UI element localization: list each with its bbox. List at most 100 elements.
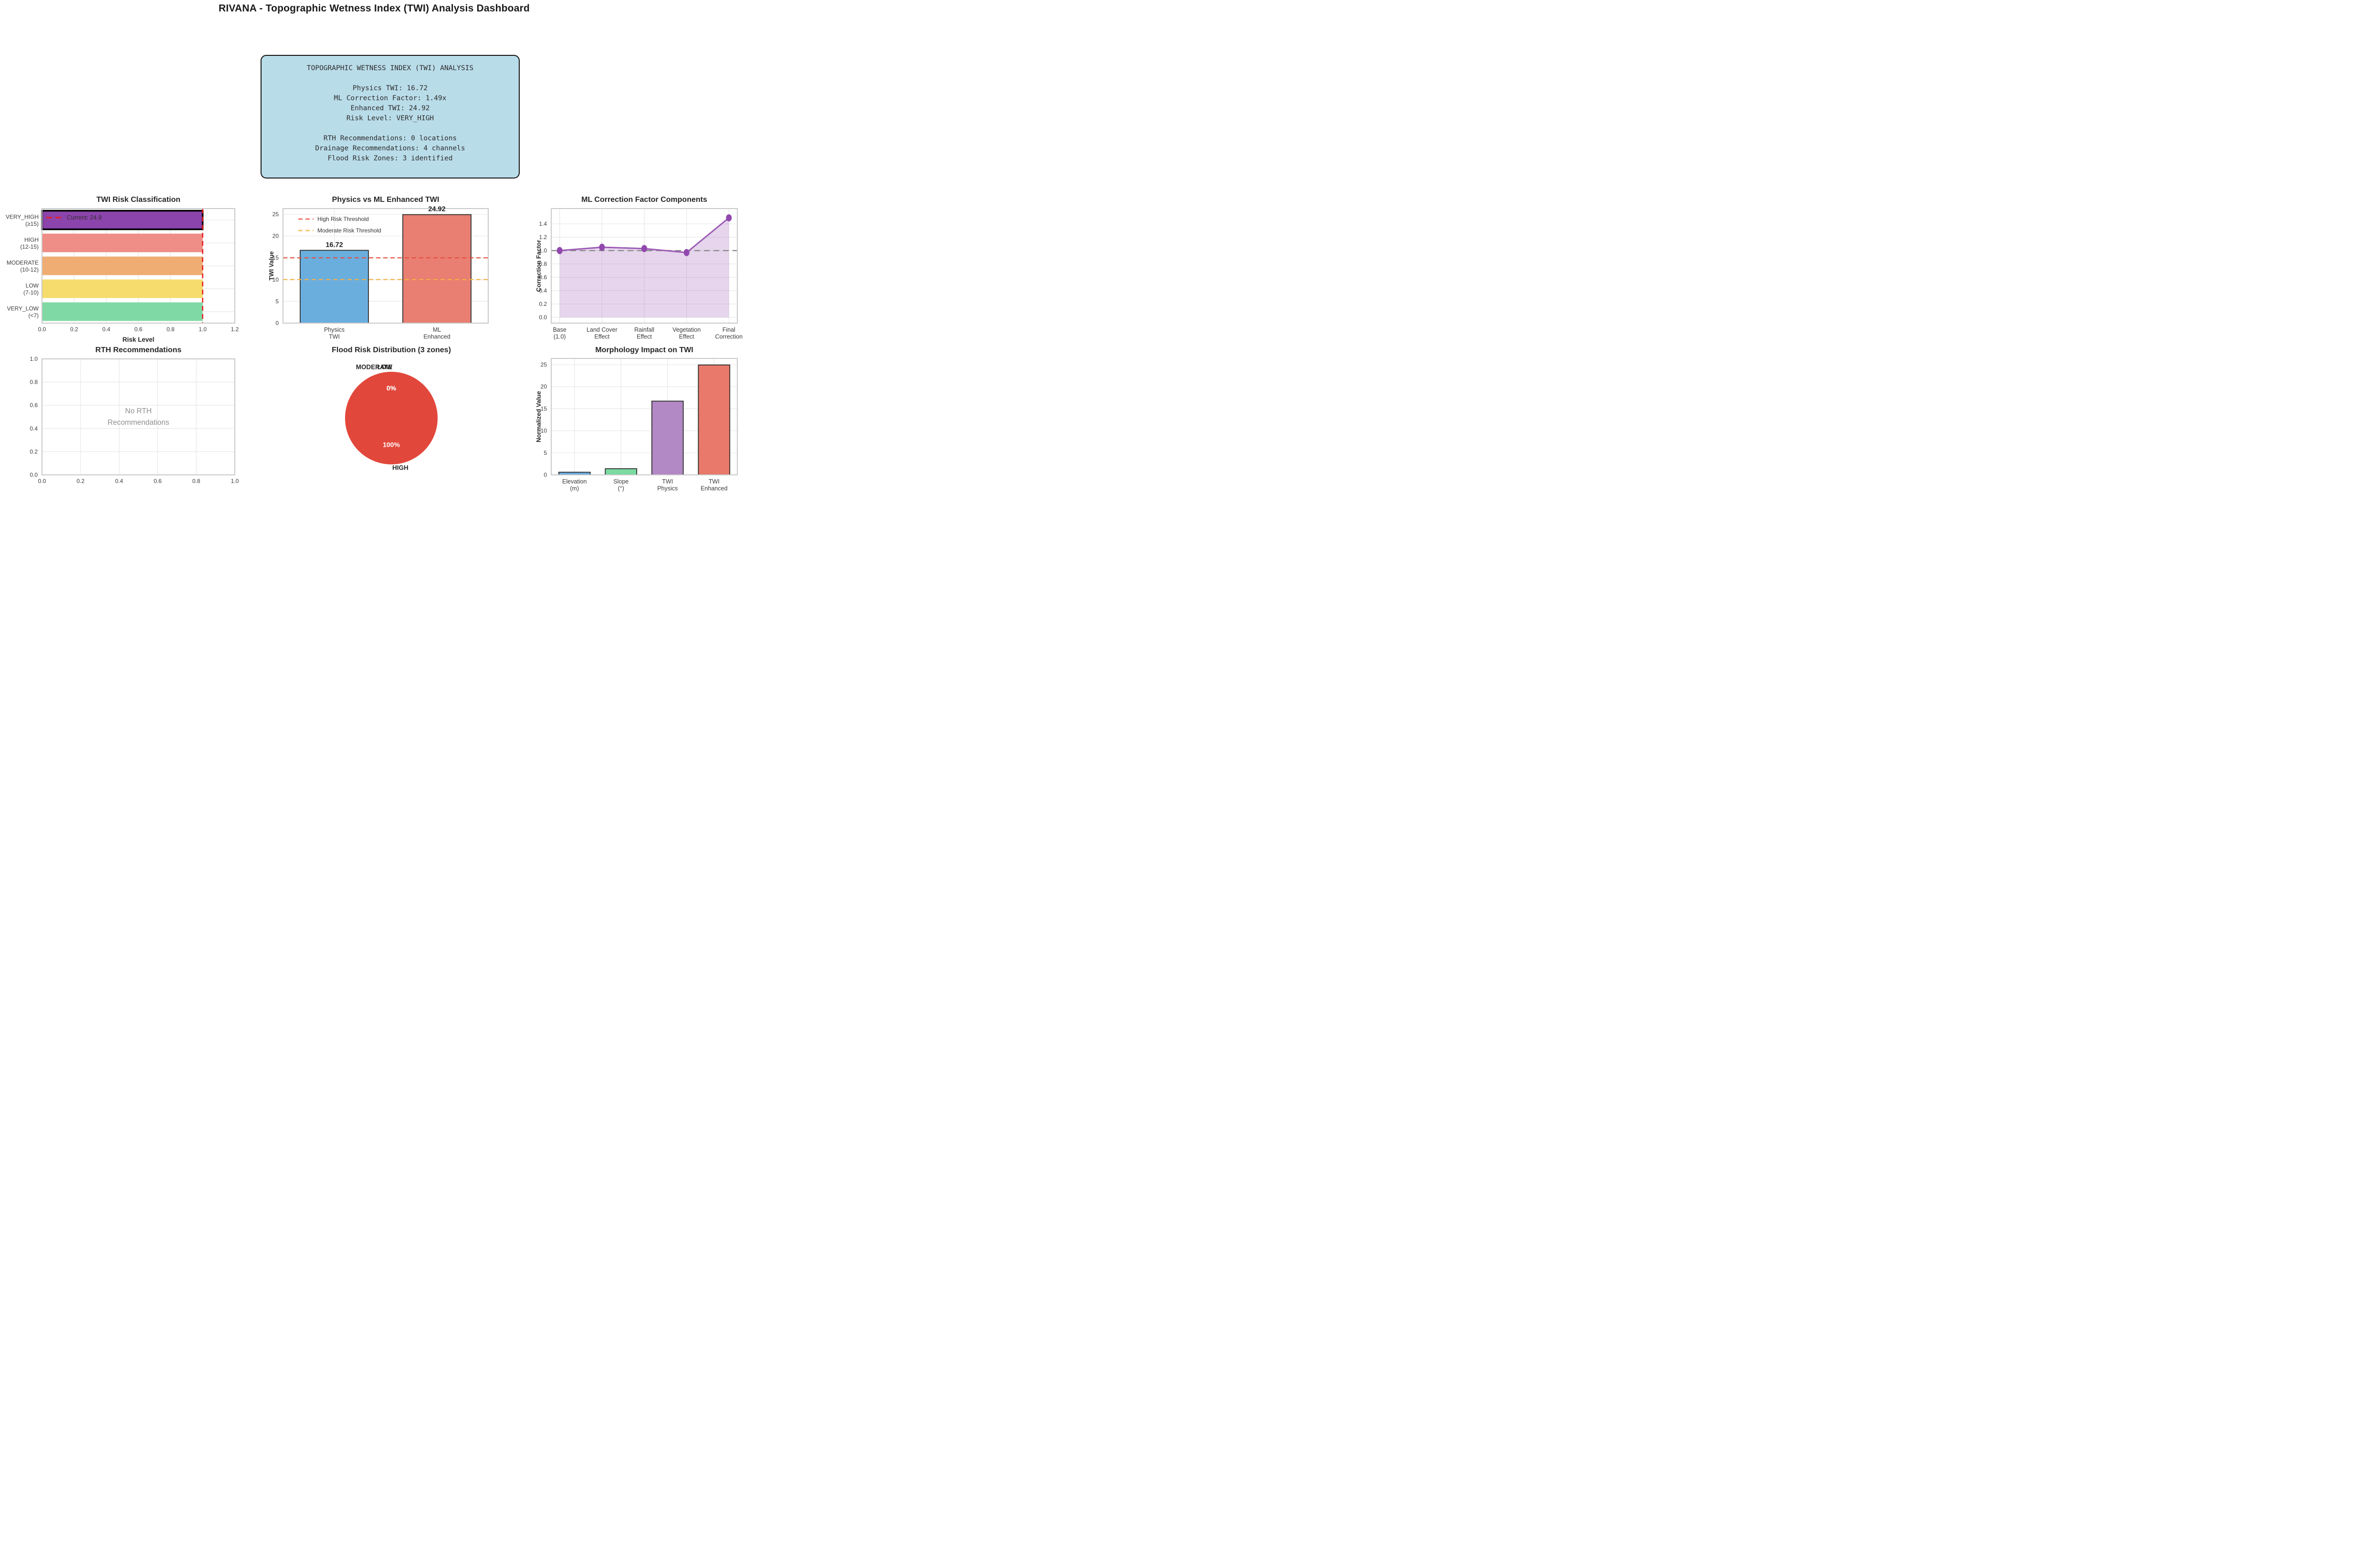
chart-morphology-impact-on-twi: 0 5 10 15 20 25 Normalized Value Elevation(m) Sl… (535, 358, 738, 492)
svg-text:0%: 0% (387, 384, 397, 392)
chart-title-morphology: Morphology Impact on TWI (595, 346, 693, 354)
svg-text:0.0: 0.0 (539, 314, 547, 321)
chart-twi-risk-classification: Current: 24.9 0.0 0.2 0.4 0.6 0.8 1.0 1.2 Risk L… (6, 208, 239, 343)
svg-text:0.4: 0.4 (102, 326, 110, 333)
chart-title-physics-vs-ml: Physics vs ML Enhanced TWI (332, 196, 440, 204)
svg-text:MODERATE: MODERATE (7, 260, 39, 266)
svg-text:0: 0 (544, 472, 547, 478)
svg-text:0.8: 0.8 (192, 478, 200, 484)
svg-text:0.0: 0.0 (38, 478, 46, 484)
svg-text:Correction: Correction (715, 334, 743, 340)
svg-text:Enhanced: Enhanced (423, 334, 450, 340)
svg-text:0.0: 0.0 (30, 472, 38, 478)
svg-text:0.6: 0.6 (154, 478, 162, 484)
svg-text:25: 25 (273, 211, 279, 218)
svg-text:1.2: 1.2 (539, 234, 547, 241)
chart-ml-correction-factor-components: 0.0 0.2 0.4 0.6 0.8 1.0 1.2 1.4 Correction Facto… (535, 208, 743, 340)
svg-text:TWI: TWI (662, 478, 673, 485)
svg-text:(m): (m) (570, 485, 579, 492)
svg-text:Final: Final (723, 326, 735, 333)
svg-text:VERY_LOW: VERY_LOW (7, 305, 39, 312)
svg-text:(7-10): (7-10) (23, 289, 39, 296)
svg-text:Physics: Physics (324, 326, 345, 333)
svg-text:15: 15 (541, 405, 547, 412)
chart-title-rth-recommendations: RTH Recommendations (95, 346, 182, 354)
svg-text:0.4: 0.4 (539, 287, 547, 294)
svg-text:1.0: 1.0 (231, 478, 239, 484)
svg-text:Slope: Slope (613, 478, 629, 485)
svg-text:High Risk Threshold: High Risk Threshold (317, 216, 369, 222)
dashboard-canvas: RIVANA - Topographic Wetness Index (TWI)… (0, 0, 748, 492)
summary-info-box: TOPOGRAPHIC WETNESS INDEX (TWI) ANALYSIS… (261, 55, 520, 178)
svg-text:10: 10 (541, 428, 547, 434)
svg-text:(≥15): (≥15) (25, 220, 39, 227)
svg-text:Base: Base (553, 326, 566, 333)
svg-text:(°): (°) (618, 485, 624, 492)
svg-text:HIGH: HIGH (24, 237, 39, 243)
svg-text:Elevation: Elevation (562, 478, 587, 485)
svg-text:VERY_HIGH: VERY_HIGH (6, 214, 39, 220)
svg-text:0.8: 0.8 (30, 379, 38, 386)
svg-text:0: 0 (275, 320, 279, 326)
chart-title-ml-correction: ML Correction Factor Components (581, 196, 707, 204)
chart-physics-vs-ml-enhanced-twi: High Risk Threshold Moderate Risk Thresho… (268, 206, 489, 340)
svg-text:Physics: Physics (657, 485, 678, 492)
svg-text:1.4: 1.4 (539, 220, 547, 227)
svg-text:Vegetation: Vegetation (672, 326, 701, 333)
svg-text:20: 20 (541, 383, 547, 390)
svg-text:1.2: 1.2 (231, 326, 239, 333)
svg-text:Rainfall: Rainfall (634, 326, 654, 333)
svg-text:Risk Level: Risk Level (123, 336, 155, 343)
svg-text:Current: 24.9: Current: 24.9 (67, 214, 102, 221)
svg-text:0.2: 0.2 (30, 448, 38, 455)
svg-text:Effect: Effect (594, 334, 609, 340)
svg-text:(1.0): (1.0) (554, 334, 566, 340)
svg-text:(12-15): (12-15) (20, 243, 39, 250)
svg-text:Effect: Effect (679, 334, 694, 340)
svg-text:0.8: 0.8 (167, 326, 175, 333)
svg-text:(10-12): (10-12) (20, 266, 39, 273)
svg-text:100%: 100% (383, 441, 400, 448)
svg-text:15: 15 (273, 254, 279, 261)
svg-text:1.0: 1.0 (539, 247, 547, 254)
svg-text:0.6: 0.6 (135, 326, 143, 333)
chart-rth-recommendations: 0.0 0.2 0.4 0.6 0.8 1.0 0.0 0.2 0.4 0.6 0.8 1.0 No R… (30, 356, 239, 484)
svg-text:0.8: 0.8 (539, 261, 547, 267)
svg-text:0.2: 0.2 (70, 326, 78, 333)
svg-text:0%: 0% (387, 384, 397, 392)
svg-text:0.2: 0.2 (539, 301, 547, 307)
svg-text:TWI: TWI (709, 478, 720, 485)
svg-text:HIGH: HIGH (392, 464, 409, 472)
svg-text:1.0: 1.0 (30, 356, 38, 362)
svg-text:20: 20 (273, 233, 279, 240)
svg-text:TWI: TWI (329, 334, 340, 340)
svg-text:0.6: 0.6 (539, 274, 547, 281)
svg-text:Effect: Effect (637, 334, 652, 340)
svg-text:16.72: 16.72 (325, 241, 343, 249)
svg-text:0.2: 0.2 (76, 478, 84, 484)
svg-text:10: 10 (273, 276, 279, 283)
svg-text:0.0: 0.0 (38, 326, 46, 333)
svg-text:LOW: LOW (377, 363, 393, 370)
svg-text:Enhanced: Enhanced (701, 485, 727, 492)
svg-text:ML: ML (433, 326, 441, 333)
svg-text:(<7): (<7) (28, 312, 39, 319)
info-box-text: TOPOGRAPHIC WETNESS INDEX (TWI) ANALYSIS… (306, 64, 474, 162)
svg-text:LOW: LOW (26, 283, 39, 289)
svg-text:0.6: 0.6 (30, 402, 38, 409)
svg-text:No RTH: No RTH (125, 407, 152, 415)
svg-text:5: 5 (275, 298, 279, 304)
svg-text:5: 5 (544, 450, 547, 456)
page-title: RIVANA - Topographic Wetness Index (TWI)… (219, 3, 530, 14)
svg-text:Moderate Risk Threshold: Moderate Risk Threshold (317, 227, 381, 234)
chart-title-risk-classification: TWI Risk Classification (96, 196, 181, 204)
svg-text:25: 25 (541, 361, 547, 368)
svg-text:Normalized Value: Normalized Value (535, 391, 542, 442)
svg-text:TWI Value: TWI Value (268, 251, 275, 280)
svg-text:Land Cover: Land Cover (587, 326, 618, 333)
svg-text:Recommendations: Recommendations (107, 419, 169, 427)
svg-text:24.92: 24.92 (428, 206, 445, 213)
chart-title-flood-risk: Flood Risk Distribution (3 zones) (332, 346, 451, 354)
svg-text:1.0: 1.0 (199, 326, 207, 333)
